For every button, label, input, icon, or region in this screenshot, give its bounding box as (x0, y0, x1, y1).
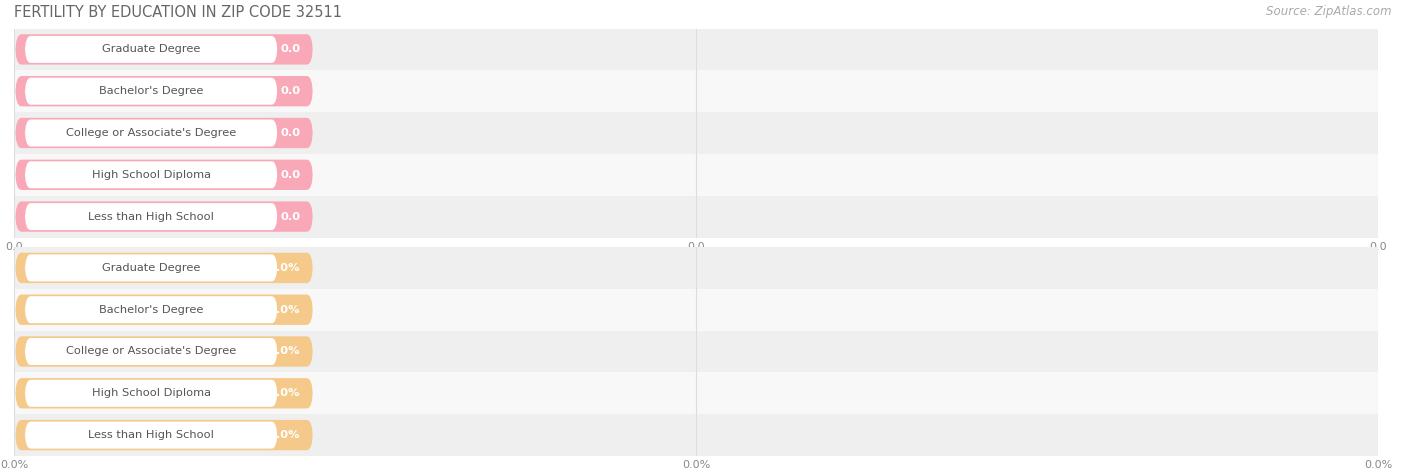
Bar (14, 196, 1378, 238)
Text: High School Diploma: High School Diploma (91, 170, 211, 180)
FancyBboxPatch shape (25, 338, 277, 365)
Text: Bachelor's Degree: Bachelor's Degree (98, 304, 204, 315)
Text: College or Associate's Degree: College or Associate's Degree (66, 346, 236, 357)
FancyBboxPatch shape (15, 160, 312, 190)
Text: Less than High School: Less than High School (89, 430, 214, 440)
Text: 0.0: 0.0 (280, 86, 301, 96)
Bar (14, 331, 1378, 372)
Text: High School Diploma: High School Diploma (91, 388, 211, 399)
FancyBboxPatch shape (25, 78, 277, 104)
FancyBboxPatch shape (15, 76, 312, 106)
FancyBboxPatch shape (15, 253, 312, 283)
Text: 0.0: 0.0 (280, 128, 301, 138)
Bar (14, 70, 1378, 112)
Text: 0.0%: 0.0% (269, 388, 301, 399)
FancyBboxPatch shape (15, 118, 312, 148)
Text: 0.0%: 0.0% (269, 304, 301, 315)
FancyBboxPatch shape (25, 255, 277, 281)
FancyBboxPatch shape (25, 162, 277, 188)
FancyBboxPatch shape (25, 296, 277, 323)
Text: Graduate Degree: Graduate Degree (103, 263, 200, 273)
FancyBboxPatch shape (15, 336, 312, 367)
Text: 0.0: 0.0 (280, 211, 301, 222)
Bar (14, 112, 1378, 154)
Text: 0.0%: 0.0% (269, 346, 301, 357)
Bar (14, 154, 1378, 196)
Text: FERTILITY BY EDUCATION IN ZIP CODE 32511: FERTILITY BY EDUCATION IN ZIP CODE 32511 (14, 5, 342, 20)
Text: Graduate Degree: Graduate Degree (103, 44, 200, 55)
FancyBboxPatch shape (25, 120, 277, 146)
Text: Less than High School: Less than High School (89, 211, 214, 222)
Text: Source: ZipAtlas.com: Source: ZipAtlas.com (1267, 5, 1392, 18)
FancyBboxPatch shape (25, 422, 277, 448)
Text: 0.0%: 0.0% (269, 263, 301, 273)
Text: College or Associate's Degree: College or Associate's Degree (66, 128, 236, 138)
Bar (14, 247, 1378, 289)
FancyBboxPatch shape (15, 294, 312, 325)
Text: Bachelor's Degree: Bachelor's Degree (98, 86, 204, 96)
Bar (14, 372, 1378, 414)
FancyBboxPatch shape (15, 34, 312, 65)
FancyBboxPatch shape (15, 201, 312, 232)
Text: 0.0: 0.0 (280, 170, 301, 180)
FancyBboxPatch shape (25, 380, 277, 407)
Bar (14, 289, 1378, 331)
FancyBboxPatch shape (15, 420, 312, 450)
FancyBboxPatch shape (25, 36, 277, 63)
Text: 0.0: 0.0 (280, 44, 301, 55)
FancyBboxPatch shape (25, 203, 277, 230)
Bar (14, 414, 1378, 456)
Text: 0.0%: 0.0% (269, 430, 301, 440)
FancyBboxPatch shape (15, 378, 312, 408)
Bar (14, 28, 1378, 70)
